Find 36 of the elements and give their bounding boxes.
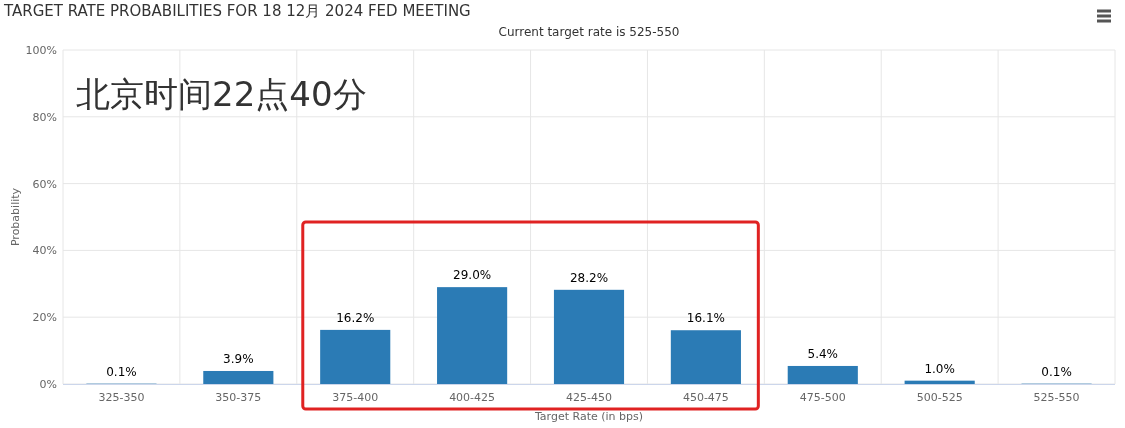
- x-tick-label: 525-550: [1033, 391, 1080, 404]
- x-tick-label: 450-475: [682, 391, 729, 404]
- annotation: 北京时间22点40分: [76, 74, 367, 114]
- x-tick-label: 350-375: [215, 391, 262, 404]
- y-axis-title: Probability: [9, 187, 22, 247]
- chart-subtitle: Current target rate is 525-550: [498, 25, 680, 39]
- bar: [787, 365, 858, 384]
- y-tick-label: 60%: [32, 177, 57, 191]
- data-label: 16.2%: [336, 310, 375, 325]
- bar: [553, 289, 625, 384]
- x-tick-label: 400-425: [449, 391, 496, 404]
- bar: [437, 287, 508, 384]
- y-tick-label: 0%: [39, 378, 57, 391]
- y-tick-label: 20%: [32, 311, 57, 325]
- data-label: 1.0%: [924, 361, 955, 376]
- x-tick-label: 475-500: [799, 391, 846, 404]
- chart-title: TARGET RATE PROBABILITIES FOR 18 12月 2024 FED MEETING: [3, 2, 471, 20]
- y-tick-label: 100%: [25, 44, 57, 57]
- bar: [320, 329, 391, 384]
- y-tick-label: 80%: [32, 110, 57, 124]
- data-label: 28.2%: [569, 270, 609, 285]
- bar: [904, 380, 975, 384]
- data-label: 0.1%: [106, 364, 137, 379]
- x-tick-label: 375-400: [332, 391, 379, 404]
- y-tick-label: 40%: [32, 244, 57, 258]
- bar: [203, 370, 274, 384]
- x-tick-label: 500-525: [916, 391, 963, 404]
- data-label: 29.0%: [453, 268, 492, 283]
- data-label: 16.1%: [686, 311, 725, 326]
- x-tick-label: 425-450: [566, 391, 612, 404]
- bar: [670, 330, 741, 384]
- x-tick-label: 325-350: [98, 391, 145, 404]
- data-label: 0.1%: [1041, 364, 1072, 379]
- data-label: 5.4%: [807, 346, 839, 361]
- x-axis-title: Target Rate (in bps): [533, 410, 644, 423]
- data-label: 3.9%: [223, 351, 254, 366]
